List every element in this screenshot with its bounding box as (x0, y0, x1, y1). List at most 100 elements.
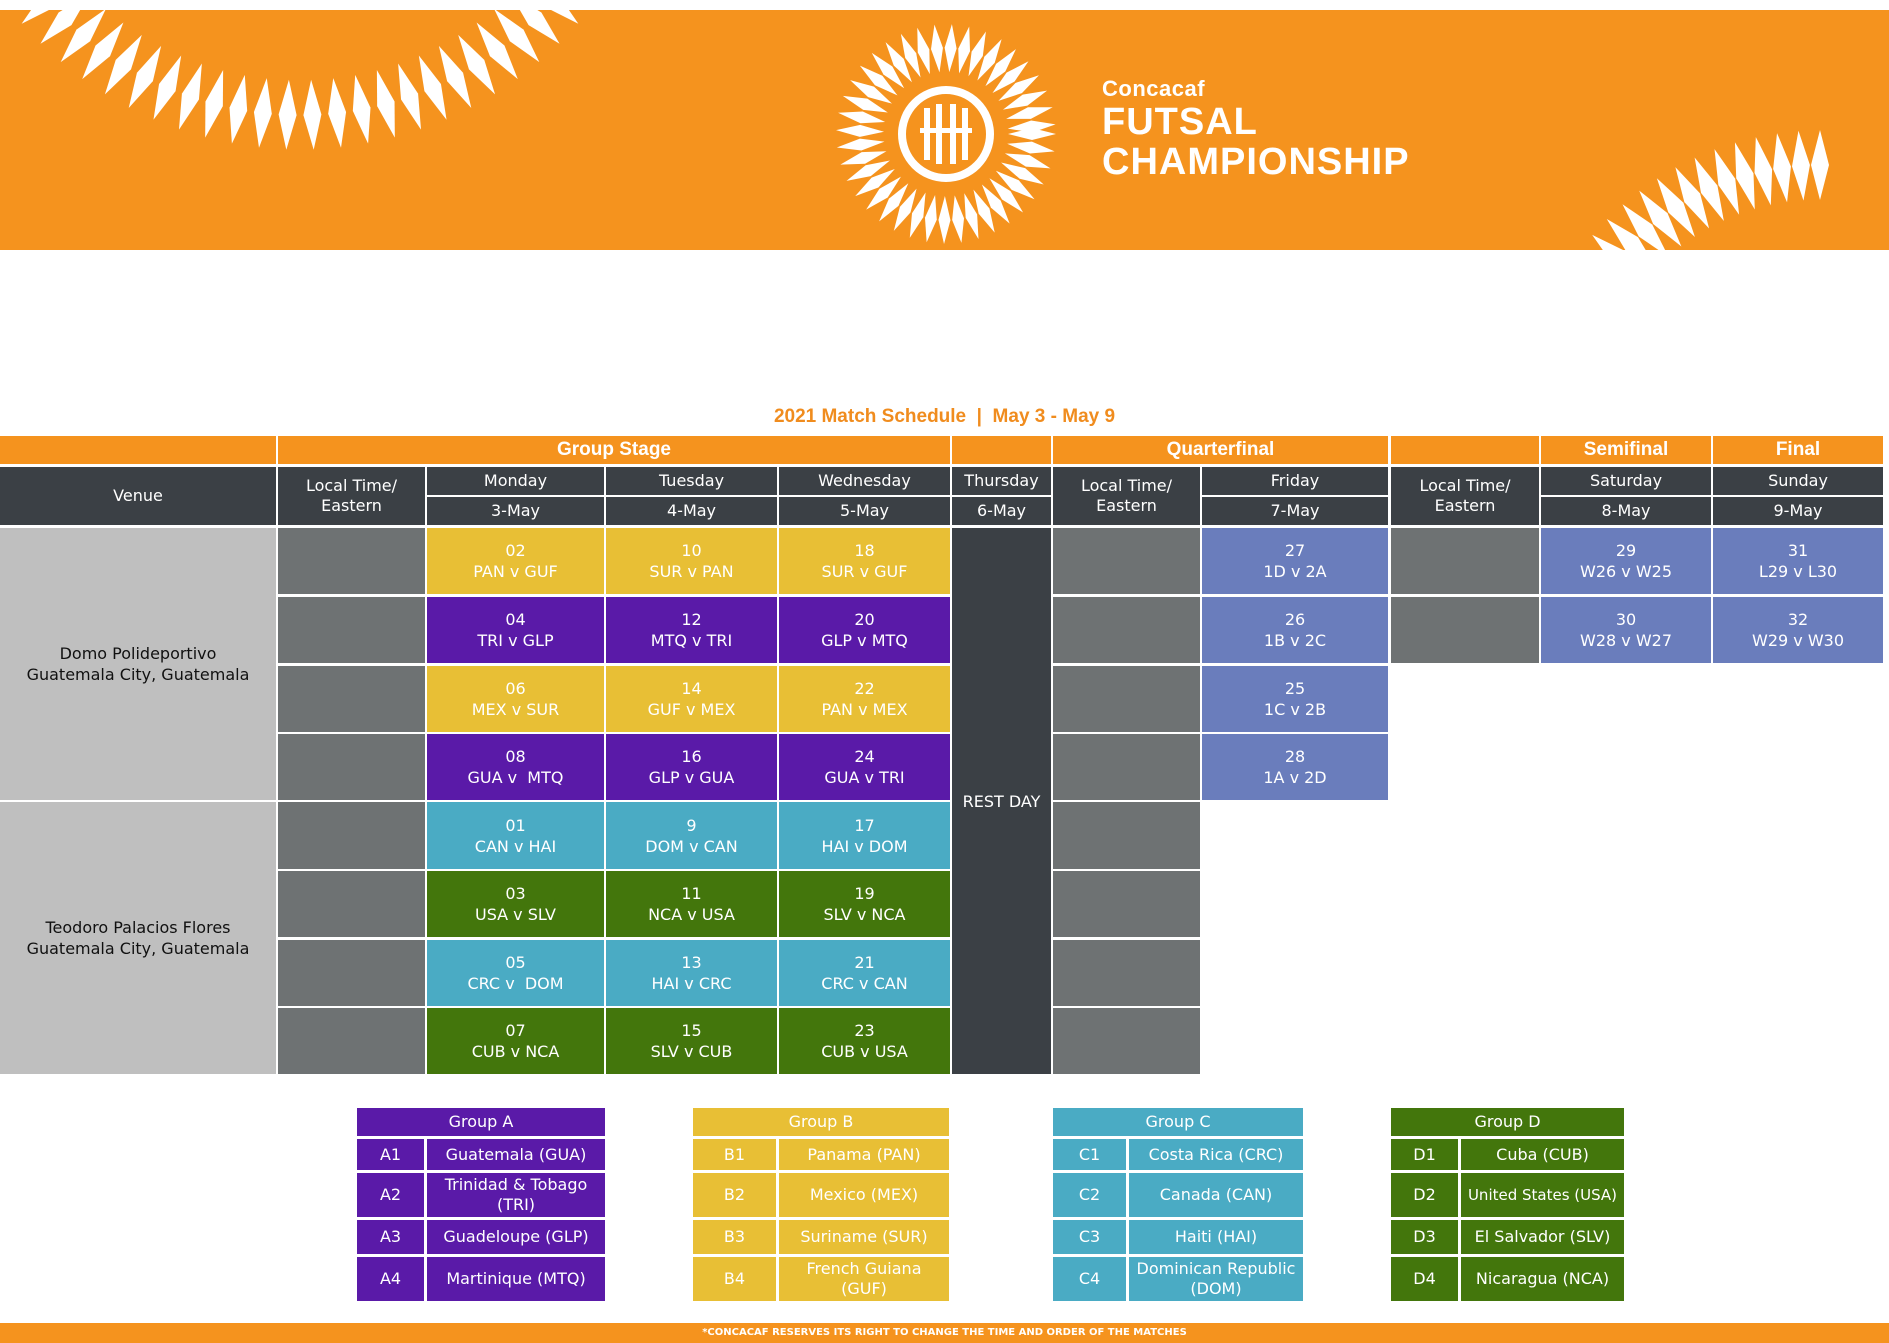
ray-shape (885, 42, 912, 83)
date-header-monday: 3-May (427, 497, 604, 525)
match-cell: 32 W29 v W30 (1713, 597, 1883, 663)
ray-shape (1773, 133, 1791, 203)
match-number: 9 (686, 815, 697, 835)
day-header-thursday: Thursday (952, 467, 1051, 495)
match-number: 14 (681, 679, 702, 698)
ray-shape (1007, 141, 1055, 154)
group-team-name: Haiti (HAI) (1129, 1220, 1303, 1254)
match-number: 24 (854, 747, 875, 766)
ray-shape (303, 79, 322, 150)
match-number: 18 (854, 541, 875, 560)
ray-shape (494, 10, 540, 63)
venue-teodoro-palacios-flores: Teodoro Palacios Flores Guatemala City, … (0, 802, 276, 1074)
match-cell: 02 PAN v GUF (427, 528, 604, 594)
ray-shape (1811, 130, 1829, 200)
match-teams: 1A v 2D (1263, 768, 1327, 787)
time-cell (1053, 597, 1200, 663)
ray-shape (838, 111, 886, 124)
match-number: 06 (505, 679, 526, 698)
match-number: 28 (1284, 747, 1306, 766)
group-team-name: French Guiana (GUF) (779, 1257, 949, 1301)
match-cell: 07 CUB v NCA (427, 1008, 604, 1074)
match-teams: GLP v MTQ (821, 631, 908, 650)
match-cell: 25 1C v 2B (1202, 666, 1388, 732)
ray-shape (989, 178, 1024, 213)
group-team-name: Dominican Republic (DOM) (1129, 1257, 1303, 1301)
match-teams: CAN v HAI (474, 836, 557, 856)
ray-shape (917, 27, 930, 75)
match-number: 17 (854, 815, 875, 835)
ray-shape (1622, 204, 1666, 250)
brand-line-championship: CHAMPIONSHIP (1102, 141, 1410, 183)
ray-shape (900, 33, 921, 78)
ray-shape (985, 49, 1016, 87)
venue-header: Venue (0, 467, 276, 525)
ray-shape (1006, 107, 1053, 119)
group-team-code: A2 (357, 1173, 424, 1217)
local-time-header-group: Local Time/ Eastern (278, 467, 425, 525)
ray-shape (840, 151, 887, 165)
match-cell: 13 HAI v CRC (606, 940, 777, 1006)
match-number: 25 (1284, 679, 1306, 698)
footer-disclaimer: *CONCACAF RESERVES ITS RIGHT TO CHANGE T… (0, 1323, 1889, 1343)
futsal-logo-icon (836, 24, 1056, 244)
group-c-title: Group C (1053, 1108, 1303, 1136)
time-cell (278, 734, 425, 800)
time-cell (1053, 940, 1200, 1006)
match-teams: W28 v W27 (1580, 631, 1672, 650)
ray-shape (82, 22, 124, 80)
group-team-name: El Salvador (SLV) (1461, 1220, 1624, 1254)
match-teams: TRI v GLP (477, 631, 554, 650)
ray-shape (1007, 120, 1056, 133)
venue-name: Domo Polideportivo (59, 644, 217, 663)
match-teams: SUR v GUF (821, 562, 908, 581)
venue-city: Guatemala City, Guatemala (26, 665, 250, 684)
brand-line-futsal: FUTSAL (1102, 101, 1258, 143)
match-cell: 27 1D v 2A (1202, 528, 1388, 594)
group-team-code: D1 (1391, 1139, 1458, 1170)
group-team-code: B3 (693, 1220, 776, 1254)
date-header-wednesday: 5-May (779, 497, 950, 525)
match-teams: W29 v W30 (1752, 631, 1844, 650)
ray-shape (1694, 157, 1724, 222)
group-team-code: C1 (1053, 1139, 1126, 1170)
ray-shape (855, 168, 895, 197)
match-cell: 18 SUR v GUF (779, 528, 950, 594)
group-team-name: Costa Rica (CRC) (1129, 1139, 1303, 1170)
ray-shape (1639, 190, 1682, 247)
stage-header-quarterfinal: Quarterfinal (1053, 436, 1388, 464)
match-number: 31 (1787, 541, 1809, 560)
brand-wordmark: Concacaf FUTSAL CHAMPIONSHIP (1102, 76, 1410, 182)
match-cell: 16 GLP v GUA (606, 734, 777, 800)
match-cell: 03 USA v SLV (427, 871, 604, 937)
group-team-name: Martinique (MTQ) (427, 1257, 605, 1301)
ray-shape (998, 75, 1039, 101)
ray-shape (836, 138, 885, 151)
match-cell: 14 GUF v MEX (606, 666, 777, 732)
match-teams: USA v SLV (474, 905, 556, 924)
match-teams: HAI v CRC (651, 974, 732, 993)
group-team-code: D2 (1391, 1173, 1458, 1217)
group-team-code: A4 (357, 1257, 424, 1301)
group-team-name: Guatemala (GUA) (427, 1139, 605, 1170)
ray-shape (153, 55, 182, 120)
group-team-name: Guadeloupe (GLP) (427, 1220, 605, 1254)
match-teams: SLV v CUB (650, 1042, 733, 1061)
match-cell: 08 GUA v MTQ (427, 734, 604, 800)
group-team-name: Cuba (CUB) (1461, 1139, 1624, 1170)
group-team-name: United States (USA) (1461, 1173, 1624, 1217)
match-number: 02 (505, 541, 526, 560)
match-number: 08 (505, 747, 526, 766)
date-header-sunday: 9-May (1713, 497, 1883, 525)
match-number: 04 (505, 610, 526, 629)
match-cell: 28 1A v 2D (1202, 734, 1388, 800)
match-cell: 30 W28 v W27 (1541, 597, 1711, 663)
ray-shape (981, 184, 1010, 224)
sunburst-decoration-left (21, 10, 579, 150)
day-header-monday: Monday (427, 467, 604, 495)
ray-shape (205, 69, 224, 138)
header-banner: Concacaf FUTSAL CHAMPIONSHIP (0, 10, 1889, 250)
group-team-code: C2 (1053, 1173, 1126, 1217)
match-teams: GUA v TRI (824, 768, 905, 787)
ray-shape (1606, 218, 1646, 250)
